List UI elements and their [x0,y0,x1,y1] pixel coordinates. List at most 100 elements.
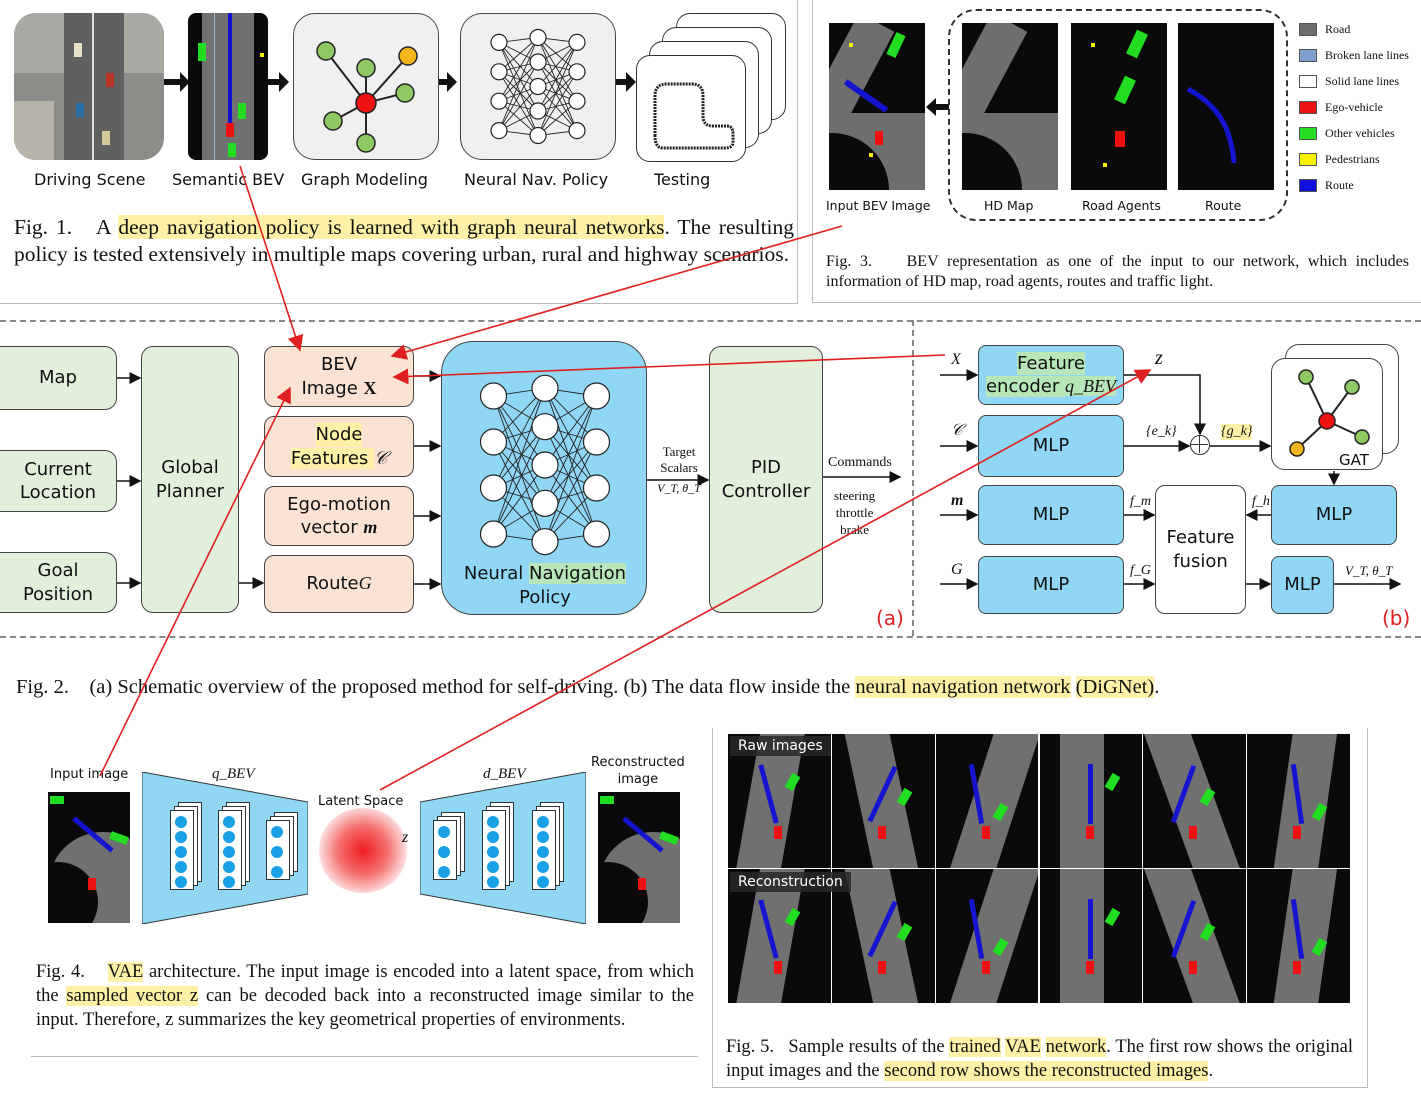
fig5-caption: Fig. 5. Sample results of the trained VA… [726,1037,1354,1081]
semantic-bev-image [188,13,268,160]
d-bev-label: d_BEV [483,766,526,782]
sample-tile [1039,734,1143,868]
fh-label: f_h [1252,494,1270,509]
legend-label: Broken lane lines [1325,48,1409,62]
gk-label: {g_k} [1221,424,1253,440]
neuron-dot [537,861,549,873]
legend-item: Road [1299,22,1350,37]
latent-space-label: Latent Space [318,794,404,809]
legend-swatch [1299,153,1317,166]
input-bev-image [829,23,925,190]
legend-item: Route [1299,178,1354,193]
current-location-box: Current Location [0,450,117,512]
arrow-left-icon [935,104,949,110]
legend-swatch [1299,101,1317,114]
neuron-dot [487,816,499,828]
neuron-dot [223,846,235,858]
legend-swatch [1299,49,1317,62]
neural-nav-policy-image [460,13,616,160]
sample-tile [1039,869,1143,1003]
sum-node-icon [1190,435,1210,455]
sample-tile [1247,869,1350,1003]
neuron-dot [175,846,187,858]
vae-input-image [48,792,130,923]
neuron-dot [271,846,283,858]
neuron-dot [537,816,549,828]
fig5-grid [728,734,1351,1004]
legend-label: Pedestrians [1325,152,1380,166]
panel-label-hd-map: HD Map [984,198,1034,213]
sample-tile [935,869,1039,1003]
ek-label: {e_k} [1146,424,1177,439]
neuron-dot [223,831,235,843]
neuron-dot [537,831,549,843]
dashed-group-frame [948,9,1288,221]
q-bev-label: q_BEV [212,766,255,782]
stage-label-graph-modeling: Graph Modeling [301,170,428,189]
legend-swatch [1299,179,1317,192]
neuron-dot [175,861,187,873]
hd-map-image [962,23,1058,190]
graph-modeling-image [293,13,439,160]
sample-tile [831,734,935,868]
route-image [1178,23,1274,190]
stage-label-driving-scene: Driving Scene [34,170,146,189]
neuron-dot [175,876,187,888]
sample-tile [1143,734,1247,868]
latent-cloud [318,808,408,893]
stage-label-semantic-bev: Semantic BEV [172,170,285,189]
goal-position-box: Goal Position [0,552,117,613]
neuron-dot [175,831,187,843]
map-box: Map [0,346,117,410]
neuron-dot [271,826,283,838]
x-input-label: X [951,351,961,368]
stage-label-neural-nav-policy: Neural Nav. Policy [464,170,609,189]
gat-box: GAT [1271,358,1383,470]
input-image-label: Input image [50,767,129,782]
neuron-dot [487,831,499,843]
legend-item: Broken lane lines [1299,48,1409,63]
z-label: z [1155,347,1163,369]
neuron-dot [175,816,187,828]
legend-label: Route [1325,178,1354,192]
neuron-dot [223,876,235,888]
neuron-dot [438,866,450,878]
legend-label: Road [1325,22,1351,36]
panel-label-route: Route [1205,198,1242,213]
legend-swatch [1299,127,1317,140]
raw-images-label: Raw images [730,736,831,756]
mlp-out-box: MLP [1271,556,1334,614]
legend-item: Pedestrians [1299,152,1380,167]
neuron-dot [537,846,549,858]
arrow-icon [164,79,186,85]
vae-reconstructed-image [598,792,680,923]
legend-item: Ego-vehicle [1299,100,1383,115]
feature-fusion-box: Feature fusion [1155,485,1246,614]
panel-label-input-bev: Input BEV Image [826,198,931,213]
neuron-dot [487,861,499,873]
neuron-dot [537,876,549,888]
legend-label: Solid lane lines [1325,74,1399,88]
latent-z-label: z [402,829,409,846]
fig2-caption: Fig. 2. (a) Schematic overview of the pr… [16,676,1160,698]
label-b: (b) [1382,606,1411,630]
sample-tile [1247,734,1350,868]
fig3-caption: Fig. 3. BEV representation as one of the… [826,253,1409,290]
sample-tile [935,734,1039,868]
out-label: V_T, θ_T [1345,563,1393,578]
fig4-caption: Fig. 4. VAE architecture. The input imag… [36,962,695,1030]
legend-swatch [1299,23,1317,36]
neuron-dot [487,846,499,858]
legend-item: Other vehicles [1299,126,1395,141]
mlp-h-box: MLP [1271,485,1397,545]
neuron-dot [438,826,450,838]
legend-swatch [1299,75,1317,88]
panel-label-road-agents: Road Agents [1082,198,1161,213]
road-agents-image [1071,23,1167,190]
reconstruction-label: Reconstruction [730,872,851,892]
legend-label: Ego-vehicle [1325,100,1383,114]
legend-item: Solid lane lines [1299,74,1399,89]
sample-tile [1143,869,1247,1003]
neuron-dot [223,861,235,873]
testing-image [636,13,786,163]
